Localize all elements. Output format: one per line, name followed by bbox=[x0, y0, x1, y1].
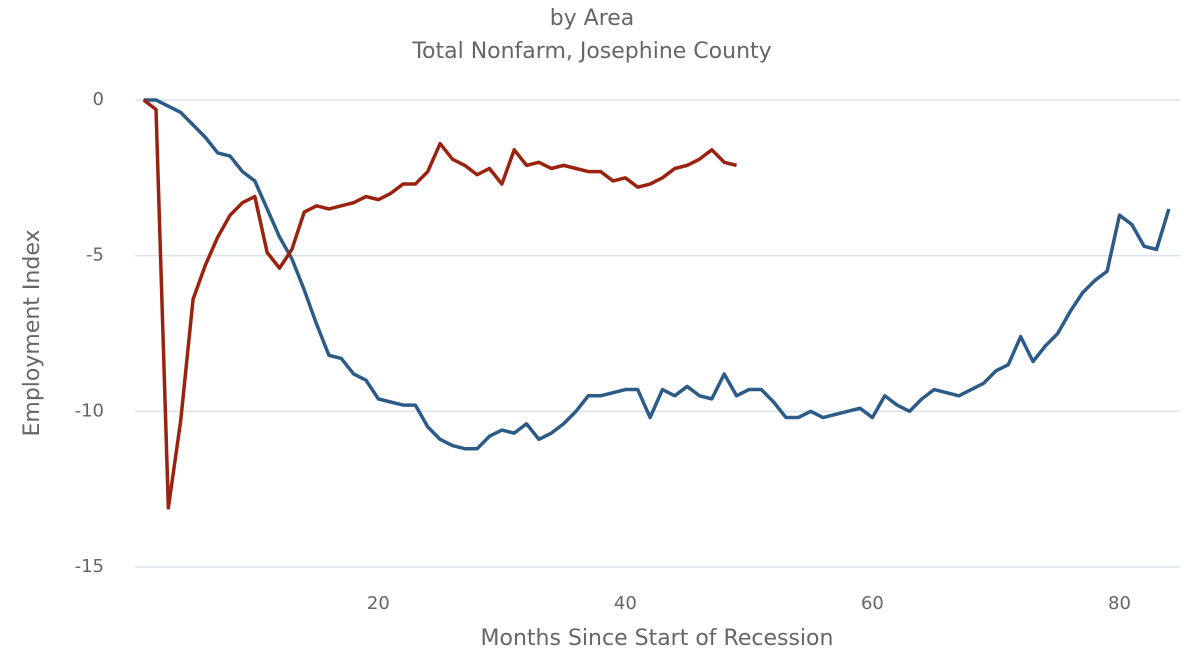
x-axis-label: Months Since Start of Recession bbox=[481, 626, 834, 651]
x-tick-label: 60 bbox=[861, 593, 884, 614]
series-line bbox=[142, 98, 737, 510]
y-axis-label: Employment Index bbox=[20, 230, 45, 437]
x-tick-label: 20 bbox=[367, 593, 390, 614]
y-tick-label: -5 bbox=[86, 245, 104, 266]
x-tick-label: 40 bbox=[614, 593, 637, 614]
y-tick-label: 0 bbox=[93, 89, 104, 110]
chart-subtitle: Total Nonfarm, Josephine County bbox=[411, 39, 771, 64]
series-line bbox=[143, 98, 1171, 451]
y-tick-label: -10 bbox=[75, 400, 104, 421]
y-tick-label: -15 bbox=[75, 556, 104, 577]
x-tick-label: 80 bbox=[1108, 593, 1131, 614]
chart-title: by Area bbox=[550, 6, 635, 31]
